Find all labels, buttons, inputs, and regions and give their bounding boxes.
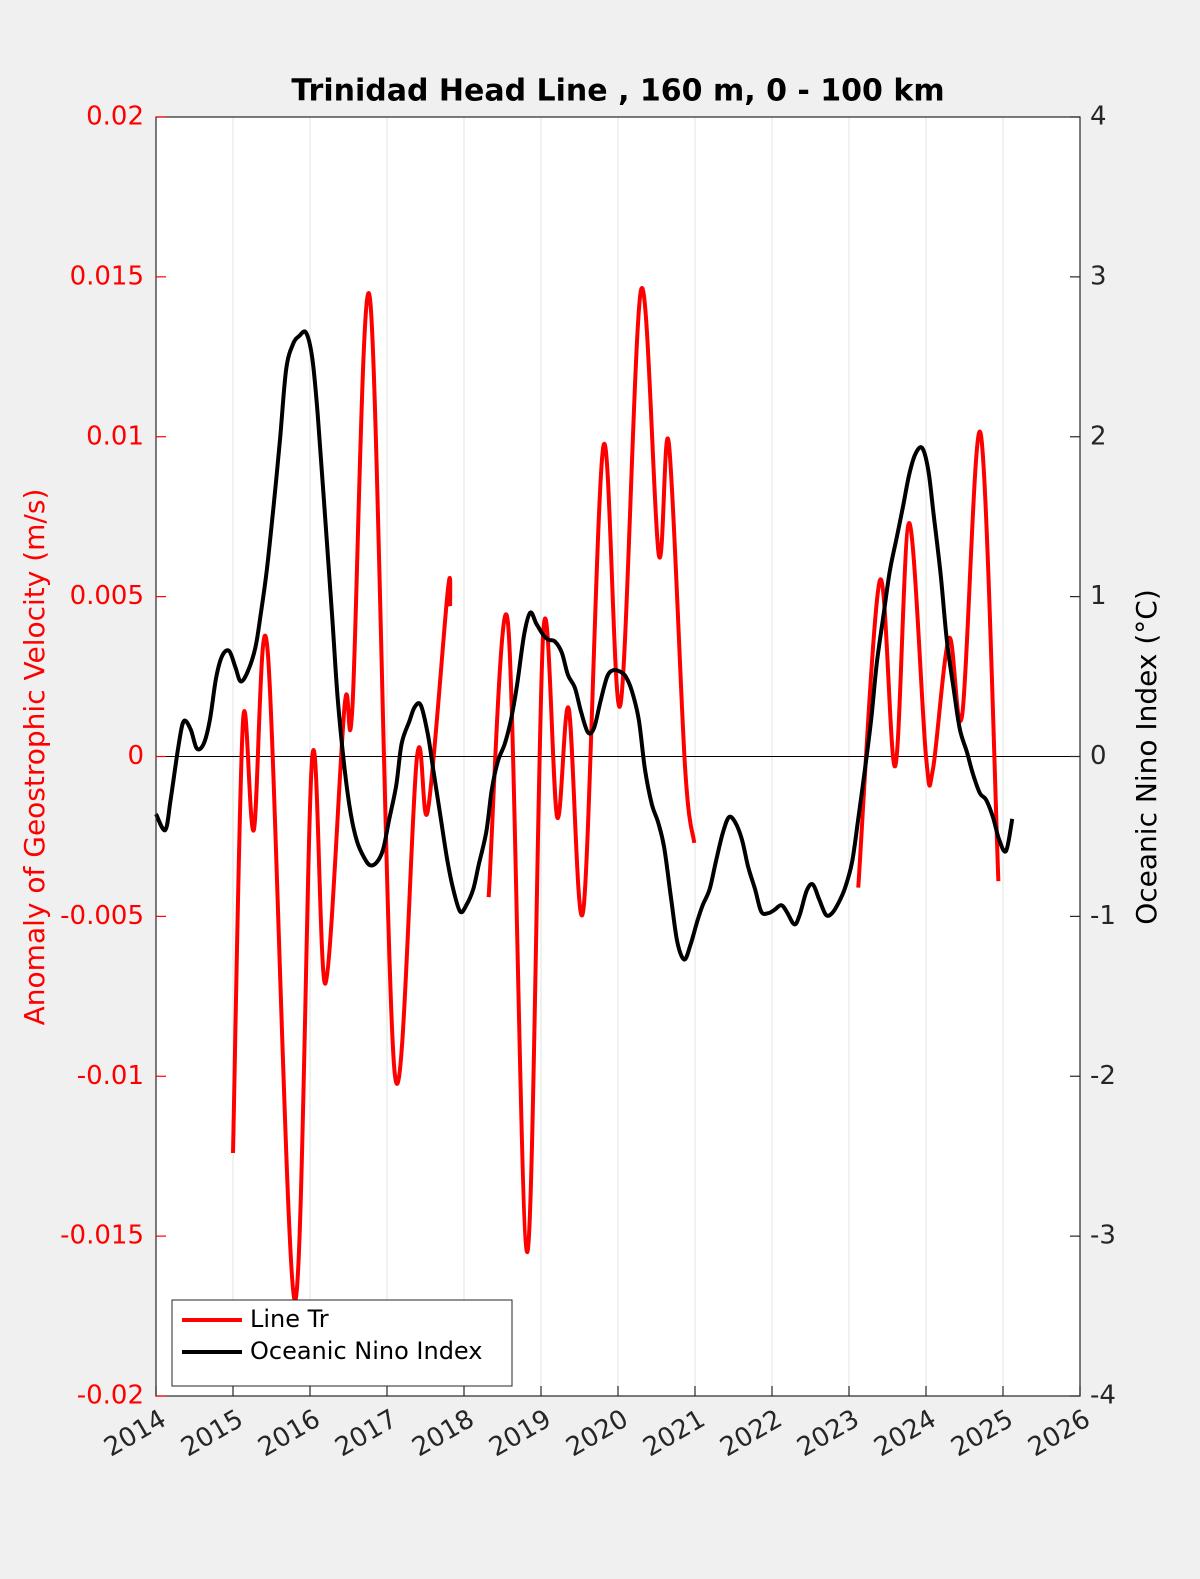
line [154, 329, 1015, 962]
y2-tick-label: -4 [1090, 1381, 1116, 1411]
y2-tick-label: 4 [1090, 102, 1107, 132]
y-tick-label: -0.005 [60, 901, 144, 931]
x-tick-label: 2018 [407, 1404, 479, 1463]
x-tick-label: 2022 [715, 1404, 787, 1463]
y-tick-label: 0.01 [86, 421, 144, 451]
y-axis-label: Anomaly of Geostrophic Velocity (m/s) [18, 489, 51, 1026]
chart-title: Trinidad Head Line , 160 m, 0 - 100 km [291, 74, 944, 109]
x-tick-label: 2025 [946, 1404, 1018, 1463]
y2-tick-label: -3 [1090, 1221, 1116, 1251]
x-tick-label: 2024 [869, 1404, 941, 1463]
y2-tick-label: -2 [1090, 1061, 1116, 1091]
marks [154, 286, 1015, 1303]
y-tick-label: -0.01 [77, 1061, 144, 1091]
legend-label: Oceanic Nino Index [250, 1337, 482, 1365]
y2-tick-label: 1 [1090, 581, 1107, 611]
y2-axis-label: Oceanic Nino Index (°C) [1130, 589, 1163, 925]
legend: Line Tr Oceanic Nino Index [171, 1299, 513, 1387]
line [231, 286, 1001, 1303]
x-tick-label: 2017 [330, 1404, 402, 1463]
y2-tick-label: 2 [1090, 421, 1107, 451]
y-tick-label: -0.02 [77, 1381, 144, 1411]
x-tick-label: 2026 [1023, 1404, 1095, 1463]
y-tick-label: 0 [127, 741, 144, 771]
y-tick-label: -0.015 [60, 1221, 144, 1251]
x-tick-label: 2014 [99, 1404, 171, 1463]
y2-tick-label: 3 [1090, 261, 1107, 291]
y-tick-label: 0.02 [86, 102, 144, 132]
x-tick-label: 2021 [638, 1404, 710, 1463]
y2-tick-label: 0 [1090, 741, 1107, 771]
y2-tick-label: -1 [1090, 901, 1116, 931]
legend-label: Line Tr [250, 1305, 329, 1333]
x-tick-label: 2019 [484, 1404, 556, 1463]
y-tick-label: 0.015 [70, 261, 144, 291]
x-tick-label: 2023 [792, 1404, 864, 1463]
x-tick-label: 2015 [176, 1404, 248, 1463]
legend-box [171, 1299, 513, 1387]
x-tick-label: 2020 [561, 1404, 633, 1463]
x-tick-label: 2016 [253, 1404, 325, 1463]
y-tick-label: 0.005 [70, 581, 144, 611]
